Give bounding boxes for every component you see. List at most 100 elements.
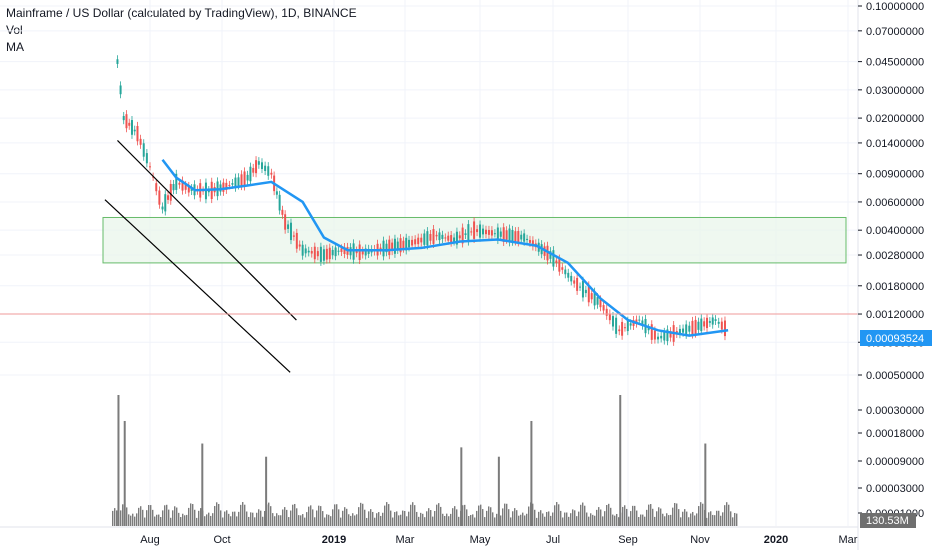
- volume-bar: [246, 511, 248, 526]
- candle-body: [426, 231, 429, 246]
- volume-spike: [460, 447, 463, 526]
- volume-bar: [294, 503, 296, 526]
- candle-body: [650, 324, 653, 340]
- candle-body: [520, 234, 523, 240]
- candle-body: [246, 174, 249, 181]
- volume-bar: [248, 516, 250, 526]
- channel-lower-line: [104, 199, 291, 373]
- candle-body: [340, 248, 343, 252]
- volume-bar: [618, 517, 620, 526]
- candle-body: [623, 327, 626, 329]
- volume-bar: [300, 515, 302, 526]
- volume-bar: [678, 509, 680, 526]
- volume-bar: [210, 515, 212, 526]
- candle-body: [615, 317, 618, 334]
- volume-bar: [382, 512, 384, 526]
- volume-bar: [192, 504, 194, 526]
- price-tick-label: 0.00050000: [866, 370, 924, 382]
- volume-spike: [123, 420, 126, 526]
- candle-body: [417, 237, 420, 245]
- volume-bar: [544, 516, 546, 526]
- candle-body: [629, 323, 632, 326]
- volume-bar: [402, 510, 404, 526]
- time-tick-label: Sep: [618, 534, 638, 546]
- volume-bar: [160, 517, 162, 526]
- volume-bar: [682, 511, 684, 526]
- volume-bar: [364, 509, 366, 526]
- volume-bar: [114, 508, 116, 526]
- candle-body: [352, 243, 355, 260]
- volume-bar: [340, 517, 342, 526]
- candle-body: [240, 174, 243, 187]
- candle-body: [708, 321, 711, 323]
- candle-body: [281, 209, 284, 215]
- volume-bar: [356, 514, 358, 526]
- volume-bar: [598, 507, 600, 526]
- volume-bar: [288, 517, 290, 526]
- candle-body: [139, 138, 142, 145]
- candle-body: [172, 183, 175, 191]
- volume-bar: [592, 514, 594, 526]
- chart-title[interactable]: Mainframe / US Dollar (calculated by Tra…: [6, 6, 357, 20]
- volume-bar: [506, 503, 508, 526]
- volume-bar: [154, 516, 156, 526]
- volume-spike: [117, 395, 120, 526]
- indicator-vol-label[interactable]: Vol: [6, 23, 23, 37]
- candle-body: [593, 291, 596, 306]
- candle-body: [237, 177, 240, 186]
- volume-bar: [184, 515, 186, 526]
- candle-body: [641, 320, 644, 326]
- volume-bar: [584, 505, 586, 526]
- indicator-ma-label[interactable]: MA: [6, 40, 24, 54]
- volume-bar: [314, 517, 316, 526]
- trend-channel[interactable]: [104, 140, 297, 373]
- volume-bar: [250, 512, 252, 526]
- candle-body: [257, 161, 260, 165]
- volume-bar: [200, 508, 202, 526]
- candle-body: [337, 250, 340, 252]
- candle-body: [638, 319, 641, 321]
- volume-bar: [308, 506, 310, 526]
- candle-body: [432, 229, 435, 244]
- candle-body: [508, 228, 511, 243]
- candle-body: [136, 125, 139, 142]
- volume-bar: [600, 509, 602, 526]
- volume-bar: [412, 502, 414, 526]
- candle-body: [688, 325, 691, 332]
- volume-bar: [316, 510, 318, 526]
- volume-bar: [338, 509, 340, 526]
- candle-body: [602, 305, 605, 311]
- candle-body: [414, 239, 417, 245]
- candle-body: [573, 280, 576, 284]
- candle-body: [142, 143, 145, 157]
- volume-bar: [350, 515, 352, 526]
- volume-bar: [468, 516, 470, 526]
- candle-body: [325, 248, 328, 260]
- chart-legend: Mainframe / US Dollar (calculated by Tra…: [6, 5, 357, 56]
- volume-bar: [464, 504, 466, 526]
- price-tick-label: 0.00900000: [866, 169, 924, 181]
- volume-bar: [474, 517, 476, 526]
- candle-body: [260, 162, 263, 169]
- volume-bar: [406, 516, 408, 526]
- candle-body: [255, 160, 258, 174]
- candle-body: [490, 230, 493, 236]
- volume-tick-label: 0.00030000: [866, 405, 924, 417]
- candle-body: [605, 308, 608, 316]
- volume-spike: [265, 456, 268, 526]
- volume-bar: [548, 511, 550, 526]
- volume-bar: [262, 516, 264, 526]
- candle-body: [647, 327, 650, 331]
- volume-bar: [368, 511, 370, 526]
- volume-bar: [344, 507, 346, 526]
- candle-body: [473, 221, 476, 239]
- time-tick-label: Jul: [546, 534, 560, 546]
- candle-body: [190, 188, 193, 191]
- price-tick-label: 0.03000000: [866, 85, 924, 97]
- candle-body: [587, 285, 590, 303]
- volume-spike: [704, 443, 707, 526]
- candle-body: [158, 190, 161, 205]
- candle-body: [181, 180, 184, 191]
- candle-body: [411, 239, 414, 246]
